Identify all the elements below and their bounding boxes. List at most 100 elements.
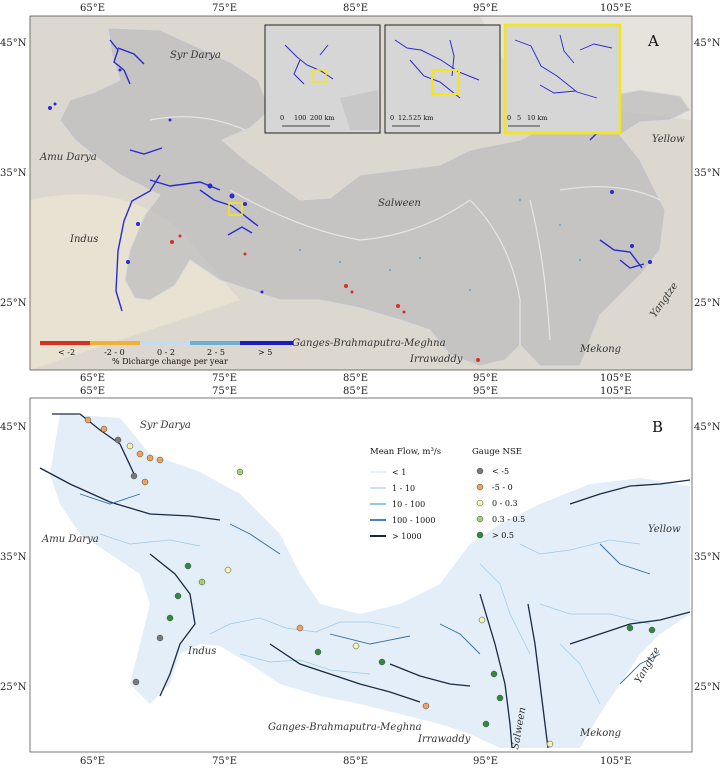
panel-a-left-tick-2: 35°N: [0, 168, 27, 179]
panel-b-top-tick-5: 105°E: [600, 386, 631, 397]
gauge-marker: [174, 592, 182, 600]
label-irrawaddy: Irrawaddy: [417, 734, 471, 745]
gauge-marker: [236, 468, 244, 476]
panel-b-bottom-tick-3: 85°E: [343, 756, 368, 767]
label-mekong: Mekong: [579, 728, 621, 739]
panel-a-colorbar: < -2 -2 - 0 0 - 2 2 - 5 > 5 % Dicharge c…: [40, 341, 293, 366]
panel-b-left-ticks: 45°N 35°N 25°N: [0, 422, 27, 693]
panel-a-left-tick-1: 45°N: [0, 38, 27, 49]
panel-b-bottom-tick-2: 75°E: [212, 756, 237, 767]
gauge-marker: [490, 670, 498, 678]
panel-a-top-ticks: 65°E 75°E 85°E 95°E 105°E: [80, 3, 631, 14]
label-yellow: Yellow: [652, 134, 685, 145]
nse-legend-item-1: < -5: [492, 467, 509, 476]
label-yellow: Yellow: [648, 524, 681, 535]
gauge-marker: [296, 624, 304, 632]
panel-a-letter: A: [647, 32, 659, 50]
panel-b-left-tick-2: 35°N: [0, 552, 27, 563]
panel-b-right-tick-1: 45°N: [694, 422, 720, 433]
colorbar-label-3: 0 - 2: [157, 348, 175, 357]
panel-a-mild-change-reaches: [298, 198, 582, 292]
gauge-marker: [422, 702, 430, 710]
inset-3-scale-0: 0: [507, 114, 511, 122]
flow-legend-item-5: > 1000: [392, 532, 422, 541]
panel-b-bottom-tick-4: 95°E: [473, 756, 498, 767]
gauge-marker: [114, 436, 122, 444]
gauge-marker: [314, 648, 322, 656]
inset-3: 0 5 10 km: [503, 23, 622, 135]
panel-b-top-tick-1: 65°E: [80, 386, 105, 397]
panel-a-bottom-tick-1: 65°E: [80, 373, 105, 384]
gauge-marker: [496, 694, 504, 702]
gauge-marker: [156, 456, 164, 464]
panel-a-right-ticks: 45°N 35°N 25°N: [694, 38, 720, 309]
panel-b-main-rivers: [39, 413, 691, 749]
colorbar-label-2: -2 - 0: [104, 348, 125, 357]
gauge-marker: [184, 562, 192, 570]
label-salween: Salween: [378, 198, 421, 209]
label-gbm: Ganges-Brahmaputra-Meghna: [292, 338, 446, 349]
panel-a-bottom-tick-2: 75°E: [212, 373, 237, 384]
panel-b-bottom-tick-5: 105°E: [600, 756, 631, 767]
flow-legend-title: Mean Flow, m³/s: [370, 447, 441, 457]
nse-legend-item-3: 0 - 0.3: [492, 499, 518, 508]
inset-2-scale-0: 0: [390, 114, 394, 122]
panel-b-gauges: [84, 416, 656, 748]
colorbar-swatch-4: [190, 341, 240, 345]
panel-b-top-tick-2: 75°E: [212, 386, 237, 397]
colorbar-title: % Dicharge change per year: [112, 357, 228, 366]
gauge-marker: [136, 450, 144, 458]
panel-a-left-ticks: 45°N 35°N 25°N: [0, 38, 27, 309]
nse-legend: Gauge NSE < -5 -5 - 0 0 - 0.3 0.3 - 0.5 …: [472, 447, 525, 540]
panel-a-top-tick-1: 65°E: [80, 3, 105, 14]
gauge-marker: [132, 678, 140, 686]
gauge-marker: [352, 642, 360, 650]
panel-b-left-tick-1: 45°N: [0, 422, 27, 433]
gauge-marker: [141, 478, 149, 486]
panel-b-left-tick-3: 25°N: [0, 682, 27, 693]
panel-b-right-tick-2: 35°N: [694, 552, 720, 563]
label-indus: Indus: [69, 234, 98, 245]
gauge-marker: [626, 624, 634, 632]
panel-a-top-tick-2: 75°E: [212, 3, 237, 14]
colorbar-swatch-3: [140, 341, 190, 345]
nse-legend-swatch-4: [476, 515, 484, 523]
label-amu-darya: Amu Darya: [41, 534, 99, 545]
panel-b-top-tick-3: 85°E: [343, 386, 368, 397]
panel-a-right-tick-2: 35°N: [694, 168, 720, 179]
label-mekong: Mekong: [579, 344, 621, 355]
gauge-marker: [100, 425, 108, 433]
colorbar-label-1: < -2: [58, 348, 75, 357]
inset-2: 0 12.5 25 km: [384, 24, 501, 134]
colorbar-label-5: > 5: [258, 348, 272, 357]
panel-a-bottom-tick-3: 85°E: [343, 373, 368, 384]
inset-1-scale-1: 100: [294, 114, 306, 122]
panel-b-right-tick-3: 25°N: [694, 682, 720, 693]
panel-b-right-ticks: 45°N 35°N 25°N: [694, 422, 720, 693]
gauge-marker: [378, 658, 386, 666]
inset-1-scale-0: 0: [280, 114, 284, 122]
label-irrawaddy: Irrawaddy: [409, 354, 463, 365]
panel-a-basin-region: [59, 27, 691, 367]
gauge-marker: [156, 634, 164, 642]
panel-b-bottom-tick-1: 65°E: [80, 756, 105, 767]
panel-a-left-tick-3: 25°N: [0, 298, 27, 309]
panel-a-top-tick-3: 85°E: [343, 3, 368, 14]
gauge-marker: [146, 454, 154, 462]
gauge-marker: [224, 566, 232, 574]
panel-b-minor-streams: [99, 533, 651, 705]
panel-a-bottom-ticks: 65°E 75°E 85°E 95°E 105°E: [80, 373, 631, 384]
nse-legend-swatch-2: [476, 483, 484, 491]
panel-b-top-tick-4: 95°E: [473, 386, 498, 397]
colorbar-swatch-5: [240, 341, 293, 345]
panel-a-frame: [29, 15, 693, 371]
panel-a-bottom-tick-4: 95°E: [473, 373, 498, 384]
label-gbm: Ganges-Brahmaputra-Meghna: [268, 722, 422, 733]
panel-a-right-tick-1: 45°N: [694, 38, 720, 49]
panel-a-top-tick-5: 105°E: [600, 3, 631, 14]
colorbar-swatch-1: [40, 341, 90, 345]
panel-a-bottom-tick-5: 105°E: [600, 373, 631, 384]
inset-1: 0 100 200 km: [264, 24, 381, 134]
gauge-marker: [198, 578, 206, 586]
gauge-marker: [648, 626, 656, 634]
